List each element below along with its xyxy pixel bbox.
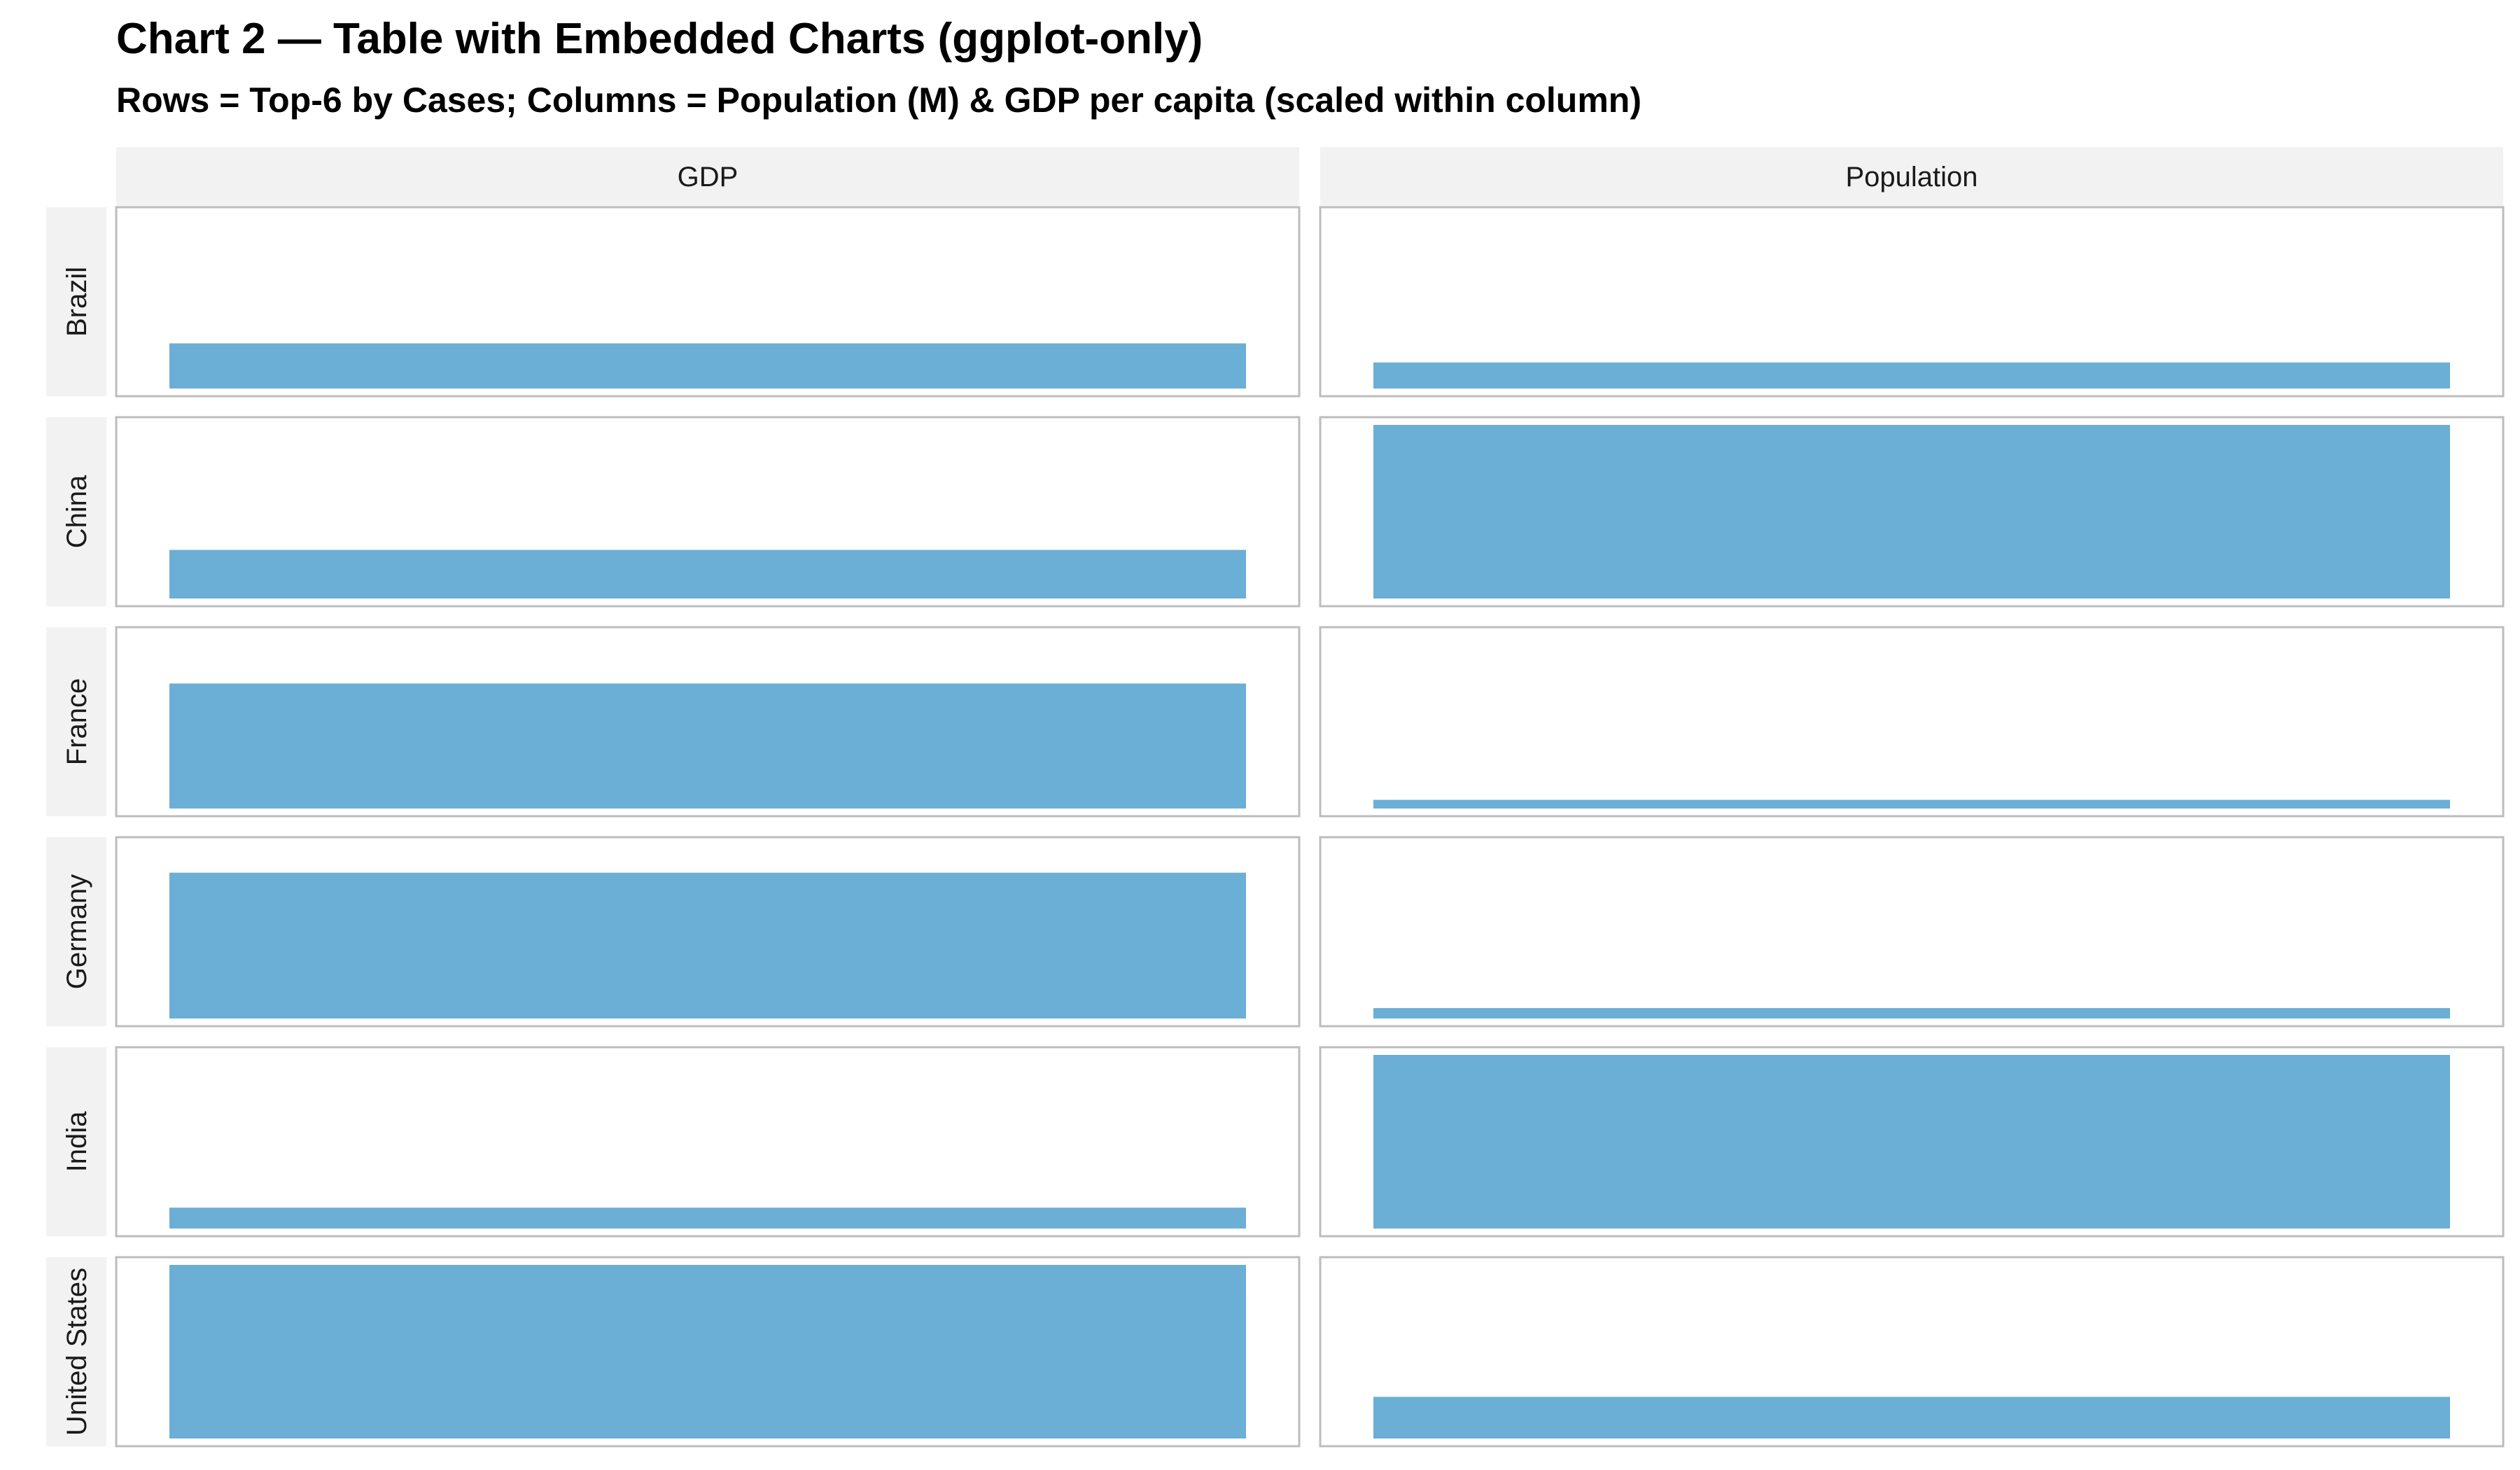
bar-china-gdp <box>169 550 1246 598</box>
chart-subtitle: Rows = Top-6 by Cases; Columns = Populat… <box>116 80 1642 120</box>
bar-india-gdp <box>169 1208 1246 1228</box>
bar-germany-population <box>1373 1008 2450 1018</box>
row-strip-france <box>46 627 106 816</box>
bar-france-gdp <box>169 683 1246 808</box>
row-strip-united-states <box>46 1257 106 1446</box>
row-strip-label-brazil: Brazil <box>62 267 92 337</box>
bar-india-population <box>1373 1055 2450 1228</box>
bar-france-population <box>1373 799 2450 808</box>
bar-brazil-gdp <box>169 343 1246 388</box>
bar-china-population <box>1373 425 2450 598</box>
row-strip-india <box>46 1047 106 1236</box>
panel-india-gdp <box>115 1046 1301 1238</box>
bar-brazil-population <box>1373 362 2450 388</box>
bar-united-states-population <box>1373 1396 2450 1438</box>
row-strip-brazil <box>46 207 106 396</box>
row-strip-label-united-states: United States <box>62 1268 92 1436</box>
row-strip-label-france: France <box>62 678 92 766</box>
bar-germany-gdp <box>169 872 1246 1018</box>
column-strip-label-population: Population <box>1845 162 1977 192</box>
row-strip-label-germany: Germany <box>62 874 92 990</box>
column-strip-label-gdp: GDP <box>678 162 738 192</box>
column-strip-gdp <box>116 147 1299 206</box>
panel-germany-population <box>1319 836 2505 1028</box>
row-strip-label-india: India <box>62 1111 92 1172</box>
panel-france-population <box>1319 626 2505 818</box>
row-strip-germany <box>46 837 106 1026</box>
chart-title: Chart 2 — Table with Embedded Charts (gg… <box>116 15 1203 63</box>
bar-united-states-gdp <box>169 1265 1246 1438</box>
row-strip-china <box>46 417 106 606</box>
column-strip-population <box>1320 147 2503 206</box>
row-strip-label-china: China <box>62 475 92 548</box>
